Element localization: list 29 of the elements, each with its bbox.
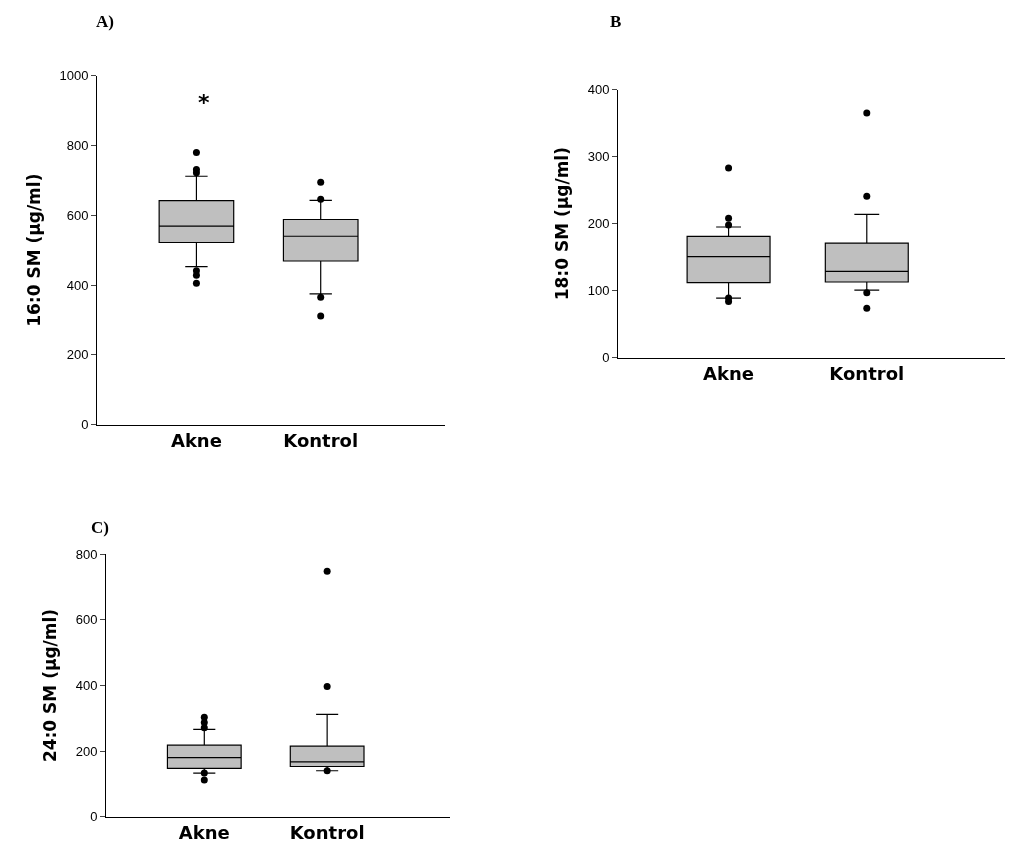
y-tick-label: 800 xyxy=(66,138,89,154)
x-tick-label: Kontrol xyxy=(289,822,365,844)
y-tick-label: 400 xyxy=(587,82,610,98)
y-axis-title: 16:0 SM (µg/ml) xyxy=(24,173,45,327)
y-tick-label: 100 xyxy=(587,283,610,299)
y-tick-label: 0 xyxy=(90,809,98,825)
y-tick-label: 200 xyxy=(66,347,89,363)
chart-title: C) xyxy=(91,518,109,537)
y-tick-label: 1000 xyxy=(59,68,89,84)
y-tick-label: 200 xyxy=(587,216,610,232)
y-tick-label: 600 xyxy=(66,207,89,223)
y-tick-label: 600 xyxy=(75,612,98,628)
chart-title: A) xyxy=(96,12,114,31)
x-tick-label: Akne xyxy=(170,430,222,452)
x-tick-label: Akne xyxy=(703,363,755,385)
y-tick-label: 400 xyxy=(66,277,89,293)
y-tick-label: 300 xyxy=(587,149,610,165)
y-tick-label: 0 xyxy=(602,350,610,366)
x-tick-label: Akne xyxy=(178,822,230,844)
y-tick-label: 400 xyxy=(75,678,98,694)
x-tick-label: Kontrol xyxy=(283,430,359,452)
x-tick-label: Kontrol xyxy=(829,363,905,385)
y-axis-title: 18:0 SM (µg/ml) xyxy=(552,147,573,301)
annotation: * xyxy=(198,90,210,115)
y-axis-title: 24:0 SM (µg/ml) xyxy=(40,608,61,763)
chart-title: B xyxy=(610,12,622,31)
y-tick-label: 0 xyxy=(81,417,89,433)
y-tick-label: 800 xyxy=(75,546,98,562)
y-tick-label: 200 xyxy=(75,743,98,759)
